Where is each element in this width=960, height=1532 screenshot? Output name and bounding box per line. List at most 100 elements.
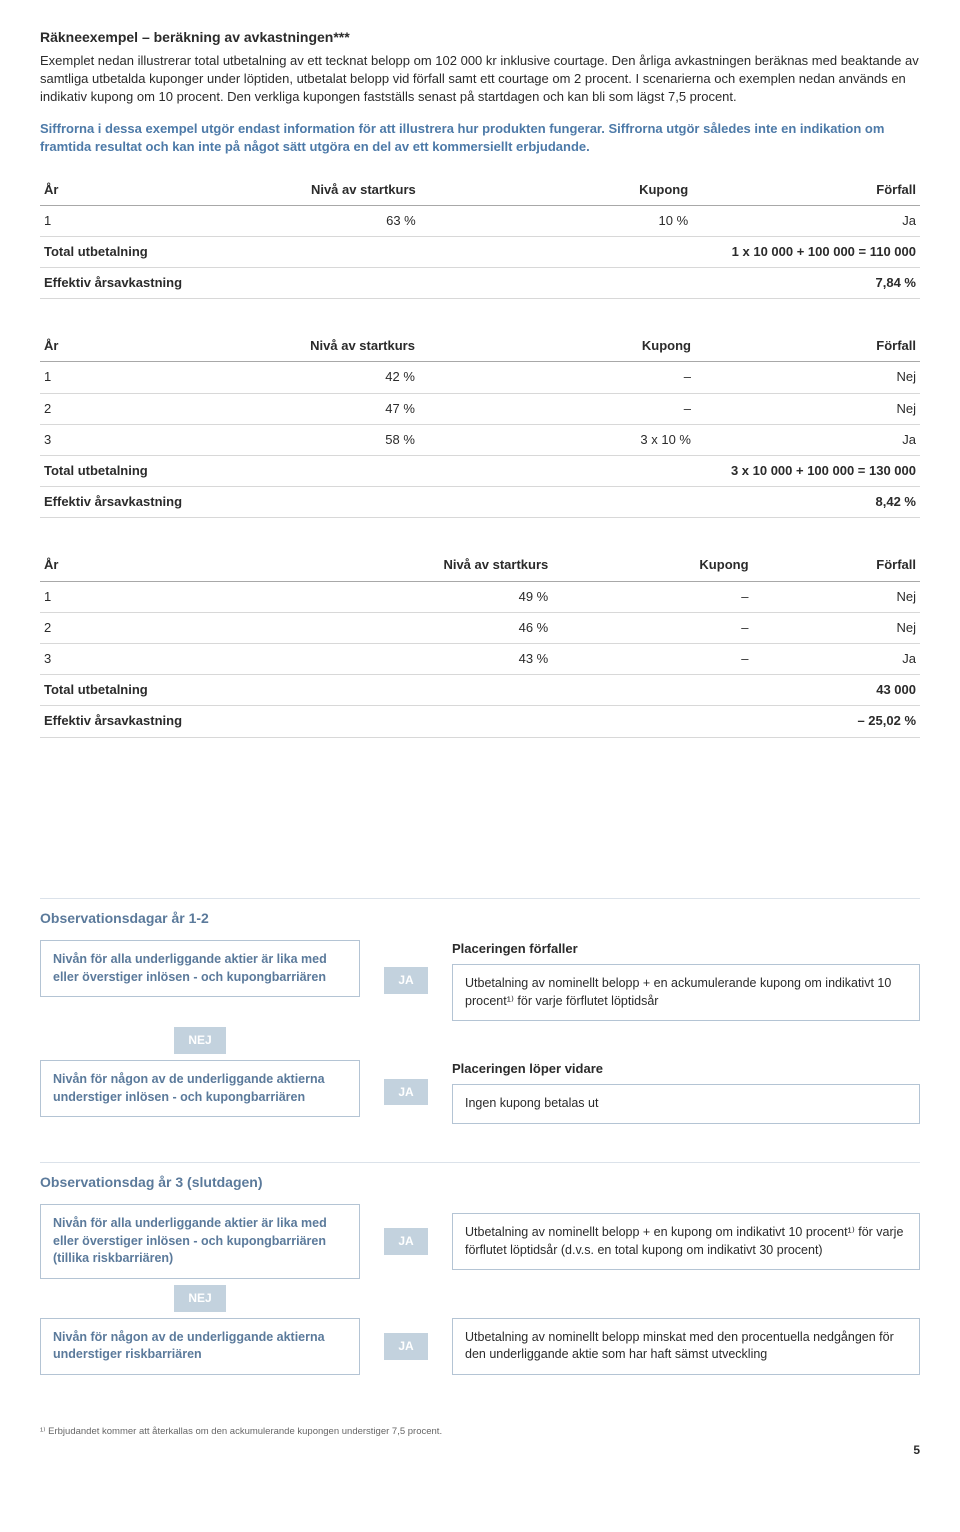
ja-tag: JA bbox=[384, 1228, 427, 1255]
example-table-3: År Nivå av startkurs Kupong Förfall 1 49… bbox=[40, 550, 920, 737]
table-row-effective: Effektiv årsavkastning 7,84 % bbox=[40, 268, 920, 299]
label-effective: Effektiv årsavkastning bbox=[40, 706, 552, 737]
cell: 1 bbox=[40, 362, 103, 393]
cell: 42 % bbox=[103, 362, 419, 393]
value-total: 1 x 10 000 + 100 000 = 110 000 bbox=[420, 236, 920, 267]
cell: 2 bbox=[40, 612, 125, 643]
outcome-text: Ingen kupong betalas ut bbox=[465, 1096, 598, 1110]
condition-box: Nivån för någon av de underliggande akti… bbox=[40, 1060, 360, 1117]
col-maturity: Förfall bbox=[695, 331, 920, 362]
col-coupon: Kupong bbox=[552, 550, 752, 581]
nej-tag: NEJ bbox=[174, 1027, 225, 1054]
ja-tag: JA bbox=[384, 1333, 427, 1360]
outcome-box: Utbetalning av nominellt belopp minskat … bbox=[452, 1318, 920, 1375]
condition-text: Nivån för alla underliggande aktier är l… bbox=[53, 952, 327, 984]
cell: – bbox=[552, 581, 752, 612]
table-row: 3 43 % – Ja bbox=[40, 643, 920, 674]
cell: – bbox=[552, 643, 752, 674]
value-effective: – 25,02 % bbox=[552, 706, 920, 737]
table-row: 1 42 % – Nej bbox=[40, 362, 920, 393]
label-effective: Effektiv årsavkastning bbox=[40, 487, 419, 518]
cell-maturity: Ja bbox=[692, 205, 920, 236]
flow-row: Nivån för alla underliggande aktier är l… bbox=[40, 940, 920, 1021]
col-year: År bbox=[40, 175, 103, 206]
cell: Nej bbox=[753, 581, 920, 612]
cell: 3 bbox=[40, 643, 125, 674]
cell: – bbox=[419, 362, 695, 393]
label-total: Total utbetalning bbox=[40, 456, 419, 487]
cell: Nej bbox=[753, 612, 920, 643]
ja-tag: JA bbox=[384, 967, 427, 994]
flow-title: Observationsdag år 3 (slutdagen) bbox=[40, 1173, 920, 1193]
cell: 3 bbox=[40, 424, 103, 455]
table-row: 2 46 % – Nej bbox=[40, 612, 920, 643]
footnote: ¹⁾ Erbjudandet kommer att återkallas om … bbox=[40, 1425, 920, 1438]
example-table-1: År Nivå av startkurs Kupong Förfall 1 63… bbox=[40, 175, 920, 300]
flow-row: Nivån för någon av de underliggande akti… bbox=[40, 1060, 920, 1124]
divider bbox=[40, 898, 920, 899]
outcome-text: Utbetalning av nominellt belopp + en ack… bbox=[465, 976, 891, 1008]
cell: Nej bbox=[695, 362, 920, 393]
condition-text: Nivån för någon av de underliggande akti… bbox=[53, 1330, 325, 1362]
value-effective: 7,84 % bbox=[420, 268, 920, 299]
cell: 47 % bbox=[103, 393, 419, 424]
outcome-text: Utbetalning av nominellt belopp + en kup… bbox=[465, 1225, 903, 1257]
value-effective: 8,42 % bbox=[419, 487, 920, 518]
condition-box: Nivån för någon av de underliggande akti… bbox=[40, 1318, 360, 1375]
nej-tag: NEJ bbox=[174, 1285, 225, 1312]
cell: 1 bbox=[40, 581, 125, 612]
col-maturity: Förfall bbox=[753, 550, 920, 581]
value-total: 43 000 bbox=[552, 675, 920, 706]
label-total: Total utbetalning bbox=[40, 236, 420, 267]
outcome-box: Utbetalning av nominellt belopp + en ack… bbox=[452, 964, 920, 1021]
cell-coupon: 10 % bbox=[420, 205, 692, 236]
flow-row: Nivån för någon av de underliggande akti… bbox=[40, 1318, 920, 1375]
condition-box: Nivån för alla underliggande aktier är l… bbox=[40, 940, 360, 997]
label-effective: Effektiv årsavkastning bbox=[40, 268, 420, 299]
intro-paragraph: Exemplet nedan illustrerar total utbetal… bbox=[40, 52, 920, 107]
table-row-effective: Effektiv årsavkastning 8,42 % bbox=[40, 487, 920, 518]
cell-level: 63 % bbox=[103, 205, 420, 236]
divider bbox=[40, 1162, 920, 1163]
col-coupon: Kupong bbox=[420, 175, 692, 206]
outcome-text: Utbetalning av nominellt belopp minskat … bbox=[465, 1330, 894, 1362]
table-row: 2 47 % – Nej bbox=[40, 393, 920, 424]
cell-year: 1 bbox=[40, 205, 103, 236]
cell: – bbox=[552, 612, 752, 643]
col-level: Nivå av startkurs bbox=[125, 550, 552, 581]
table-row: 3 58 % 3 x 10 % Ja bbox=[40, 424, 920, 455]
col-maturity: Förfall bbox=[692, 175, 920, 206]
ja-tag: JA bbox=[384, 1079, 427, 1106]
page-number: 5 bbox=[40, 1442, 920, 1459]
flow-title: Observationsdagar år 1-2 bbox=[40, 909, 920, 929]
table-row-effective: Effektiv årsavkastning – 25,02 % bbox=[40, 706, 920, 737]
col-year: År bbox=[40, 550, 125, 581]
condition-box: Nivån för alla underliggande aktier är l… bbox=[40, 1204, 360, 1279]
cell: 58 % bbox=[103, 424, 419, 455]
condition-text: Nivån för alla underliggande aktier är l… bbox=[53, 1216, 327, 1265]
outcome-box: Utbetalning av nominellt belopp + en kup… bbox=[452, 1213, 920, 1270]
table-header-row: År Nivå av startkurs Kupong Förfall bbox=[40, 550, 920, 581]
table-row: 1 49 % – Nej bbox=[40, 581, 920, 612]
outcome-box: Ingen kupong betalas ut bbox=[452, 1084, 920, 1124]
section-title: Räkneexempel – beräkning av avkastningen… bbox=[40, 28, 920, 48]
cell: 2 bbox=[40, 393, 103, 424]
cell: 43 % bbox=[125, 643, 552, 674]
label-total: Total utbetalning bbox=[40, 675, 552, 706]
example-table-2: År Nivå av startkurs Kupong Förfall 1 42… bbox=[40, 331, 920, 518]
condition-text: Nivån för någon av de underliggande akti… bbox=[53, 1072, 325, 1104]
disclaimer-paragraph: Siffrorna i dessa exempel utgör endast i… bbox=[40, 120, 920, 156]
table-row-total: Total utbetalning 3 x 10 000 + 100 000 =… bbox=[40, 456, 920, 487]
table-header-row: År Nivå av startkurs Kupong Förfall bbox=[40, 175, 920, 206]
col-year: År bbox=[40, 331, 103, 362]
table-header-row: År Nivå av startkurs Kupong Förfall bbox=[40, 331, 920, 362]
cell: 49 % bbox=[125, 581, 552, 612]
table-row: 1 63 % 10 % Ja bbox=[40, 205, 920, 236]
col-level: Nivå av startkurs bbox=[103, 175, 420, 206]
flowchart-year-1-2: Observationsdagar år 1-2 Nivån för alla … bbox=[40, 898, 920, 1375]
flow-row: Nivån för alla underliggande aktier är l… bbox=[40, 1204, 920, 1279]
cell: Ja bbox=[753, 643, 920, 674]
table-row-total: Total utbetalning 43 000 bbox=[40, 675, 920, 706]
value-total: 3 x 10 000 + 100 000 = 130 000 bbox=[419, 456, 920, 487]
cell: Ja bbox=[695, 424, 920, 455]
